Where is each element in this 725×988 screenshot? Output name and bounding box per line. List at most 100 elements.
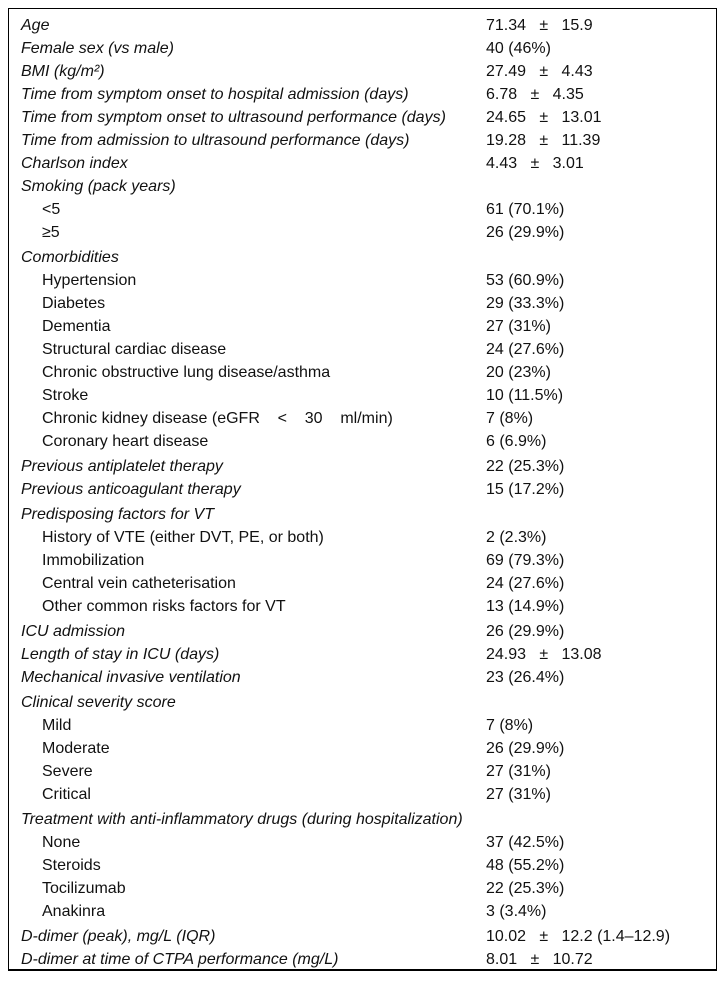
table-row: Chronic obstructive lung disease/asthma 2… <box>9 361 716 384</box>
table-row: BMI (kg/m²) 27.49 ± 4.43 <box>9 60 716 83</box>
table-row: None 37 (42.5%) <box>9 831 716 854</box>
table-row: ≥5 26 (29.9%) <box>9 221 716 244</box>
row-value: 27 (31%) <box>486 763 551 780</box>
row-label: Chronic obstructive lung disease/asthma <box>42 364 331 381</box>
table-row: Clinical severity score <box>9 691 716 714</box>
table-row: Female sex (vs male) 40 (46%) <box>9 37 716 60</box>
row-value: 6 (6.9%) <box>486 433 547 450</box>
row-label: Structural cardiac disease <box>42 341 227 358</box>
row-label: Age <box>21 17 50 34</box>
row-label: Central vein catheterisation <box>42 575 236 592</box>
table-row: Severe 27 (31%) <box>9 760 716 783</box>
row-label: Chronic kidney disease (eGFR < 30 ml/min… <box>42 410 393 427</box>
row-value: 29 (33.3%) <box>486 295 565 312</box>
row-value <box>486 503 716 526</box>
table-row: Mild 7 (8%) <box>9 714 716 737</box>
row-value: 23 (26.4%) <box>486 669 565 686</box>
row-label: Tocilizumab <box>42 880 126 897</box>
table-row: Coronary heart disease 6 (6.9%) <box>9 430 716 453</box>
row-label: Time from admission to ultrasound perfor… <box>21 132 410 149</box>
row-label: Dementia <box>42 318 111 335</box>
row-value <box>486 175 716 198</box>
row-label: Clinical severity score <box>21 694 176 711</box>
table-row: Time from symptom onset to hospital admi… <box>9 83 716 106</box>
row-label: Smoking (pack years) <box>21 178 176 195</box>
row-label: Critical <box>42 786 91 803</box>
row-label: Coronary heart disease <box>42 433 209 450</box>
row-value: 10 (11.5%) <box>486 387 564 404</box>
row-label: Moderate <box>42 740 110 757</box>
table-row: D-dimer at time of CTPA performance (mg/… <box>9 948 716 969</box>
row-value: 24.93 ± 13.08 <box>486 646 602 663</box>
row-label: Diabetes <box>42 295 106 312</box>
table-row: Stroke 10 (11.5%) <box>9 384 716 407</box>
row-value: 48 (55.2%) <box>486 857 565 874</box>
row-value: 8.01 ± 10.72 <box>486 951 593 968</box>
table-row: Time from symptom onset to ultrasound pe… <box>9 106 716 129</box>
row-value: 7 (8%) <box>486 717 534 734</box>
table-row: History of VTE (either DVT, PE, or both)… <box>9 526 716 549</box>
row-value: 15 (17.2%) <box>486 481 565 498</box>
row-label: BMI (kg/m²) <box>21 63 105 80</box>
table-row: Previous anticoagulant therapy 15 (17.2%) <box>9 478 716 501</box>
row-label: History of VTE (either DVT, PE, or both) <box>42 529 324 546</box>
row-value: 71.34 ± 15.9 <box>486 17 593 34</box>
table-row: Mechanical invasive ventilation 23 (26.4%… <box>9 666 716 689</box>
row-label: Female sex (vs male) <box>21 40 174 57</box>
characteristics-table: Age 71.34 ± 15.9 Female sex (vs male) 40 (4… <box>8 8 717 971</box>
row-value: 10.02 ± 12.2 (1.4–12.9) <box>486 928 671 945</box>
table-row: D-dimer (peak), mg/L (IQR) 10.02 ± 12.2 (… <box>9 925 716 948</box>
row-value: 20 (23%) <box>486 364 551 381</box>
row-label: Predisposing factors for VT <box>21 506 214 523</box>
table-row: Hypertension 53 (60.9%) <box>9 269 716 292</box>
row-label: Time from symptom onset to ultrasound pe… <box>21 109 446 126</box>
row-label: Hypertension <box>42 272 137 289</box>
table-row: Other common risks factors for VT 13 (14.… <box>9 595 716 618</box>
table-row: Structural cardiac disease 24 (27.6%) <box>9 338 716 361</box>
table-row: Dementia 27 (31%) <box>9 315 716 338</box>
row-label: Anakinra <box>42 903 106 920</box>
row-value: 53 (60.9%) <box>486 272 565 289</box>
row-value: 26 (29.9%) <box>486 623 565 640</box>
row-value <box>486 808 716 831</box>
row-label: Severe <box>42 763 93 780</box>
row-label: Other common risks factors for VT <box>42 598 286 615</box>
table-row: Smoking (pack years) <box>9 175 716 198</box>
row-value: 24 (27.6%) <box>486 575 565 592</box>
row-value: 37 (42.5%) <box>486 834 565 851</box>
table-row: Moderate 26 (29.9%) <box>9 737 716 760</box>
row-label: Length of stay in ICU (days) <box>21 646 220 663</box>
table-row: Charlson index 4.43 ± 3.01 <box>9 152 716 175</box>
row-value: 40 (46%) <box>486 40 551 57</box>
row-value <box>486 246 716 269</box>
table-row: Time from admission to ultrasound perfor… <box>9 129 716 152</box>
row-value: 22 (25.3%) <box>486 880 565 897</box>
row-value: 61 (70.1%) <box>486 201 565 218</box>
row-label: Previous antiplatelet therapy <box>21 458 223 475</box>
row-value: 27 (31%) <box>486 786 551 803</box>
row-value: 7 (8%) <box>486 410 534 427</box>
row-value: 24.65 ± 13.01 <box>486 109 602 126</box>
table-row: <5 61 (70.1%) <box>9 198 716 221</box>
table-row: Age 71.34 ± 15.9 <box>9 14 716 37</box>
table-row: Length of stay in ICU (days) 24.93 ± 13.0… <box>9 643 716 666</box>
row-label: Previous anticoagulant therapy <box>21 481 241 498</box>
row-value: 26 (29.9%) <box>486 740 565 757</box>
table-row: Comorbidities <box>9 246 716 269</box>
row-value: 2 (2.3%) <box>486 529 547 546</box>
row-value: 24 (27.6%) <box>486 341 565 358</box>
row-value: 3 (3.4%) <box>486 903 547 920</box>
row-label: Mechanical invasive ventilation <box>21 669 241 686</box>
row-label: Comorbidities <box>21 249 119 266</box>
row-value: 27 (31%) <box>486 318 551 335</box>
row-label: Time from symptom onset to hospital admi… <box>21 86 409 103</box>
table-row: Central vein catheterisation 24 (27.6%) <box>9 572 716 595</box>
table-row: Immobilization 69 (79.3%) <box>9 549 716 572</box>
row-label: Mild <box>42 717 72 734</box>
row-value: 27.49 ± 4.43 <box>486 63 593 80</box>
row-label: Stroke <box>42 387 89 404</box>
row-label: None <box>42 834 81 851</box>
table-row: Tocilizumab 22 (25.3%) <box>9 877 716 900</box>
table-row: Chronic kidney disease (eGFR < 30 ml/min… <box>9 407 716 430</box>
table-row: Predisposing factors for VT <box>9 503 716 526</box>
